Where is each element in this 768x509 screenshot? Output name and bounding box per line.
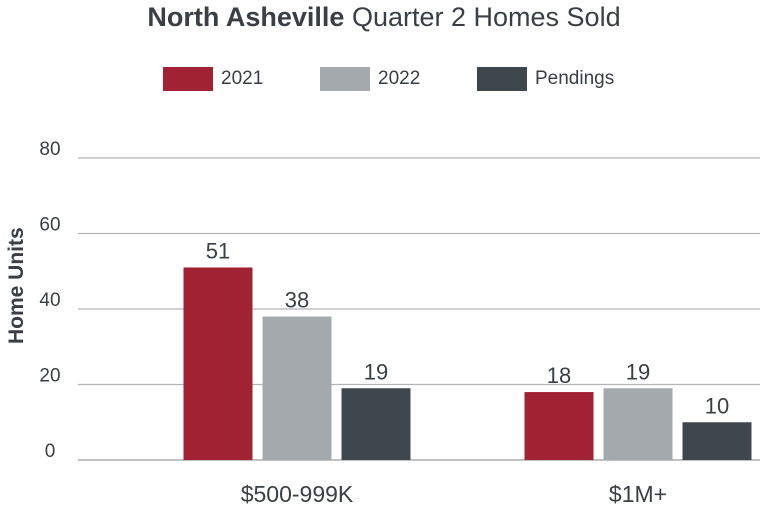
bar-pendings-1 [682, 422, 752, 460]
y-tick-label-80: 80 [39, 139, 60, 160]
legend-label-2021: 2021 [221, 68, 264, 89]
legend-label-pendings: Pendings [535, 68, 615, 89]
y-tick-label-40: 40 [39, 290, 60, 311]
data-label-2021-0: 51 [206, 238, 230, 263]
bar-pendings-0 [341, 388, 411, 460]
legend-swatch-2022 [320, 67, 370, 91]
chart-title-regular: Quarter 2 Homes Sold [351, 2, 621, 32]
legend-swatch-pendings [477, 67, 527, 91]
x-tick-label-0: $500-999K [241, 481, 354, 507]
data-label-2022-1: 19 [626, 359, 650, 384]
bar-2022-1 [603, 388, 673, 460]
chart-title-bold: North Asheville [147, 2, 345, 32]
data-label-2022-0: 38 [285, 288, 309, 313]
data-label-pendings-1: 10 [705, 393, 729, 418]
y-tick-label-60: 60 [39, 215, 60, 236]
bar-2021-0 [183, 267, 253, 460]
data-label-2021-1: 18 [547, 363, 571, 388]
data-label-pendings-0: 19 [364, 359, 388, 384]
chart-title: North Asheville Quarter 2 Homes Sold [0, 2, 768, 33]
y-tick-label-20: 20 [39, 366, 60, 387]
y-tick-label-0: 0 [45, 441, 56, 462]
legend-swatch-2021 [163, 67, 213, 91]
bar-2022-0 [262, 316, 332, 460]
bar-2021-1 [524, 392, 594, 460]
legend-label-2022: 2022 [378, 68, 421, 89]
x-tick-label-1: $1M+ [609, 481, 667, 507]
